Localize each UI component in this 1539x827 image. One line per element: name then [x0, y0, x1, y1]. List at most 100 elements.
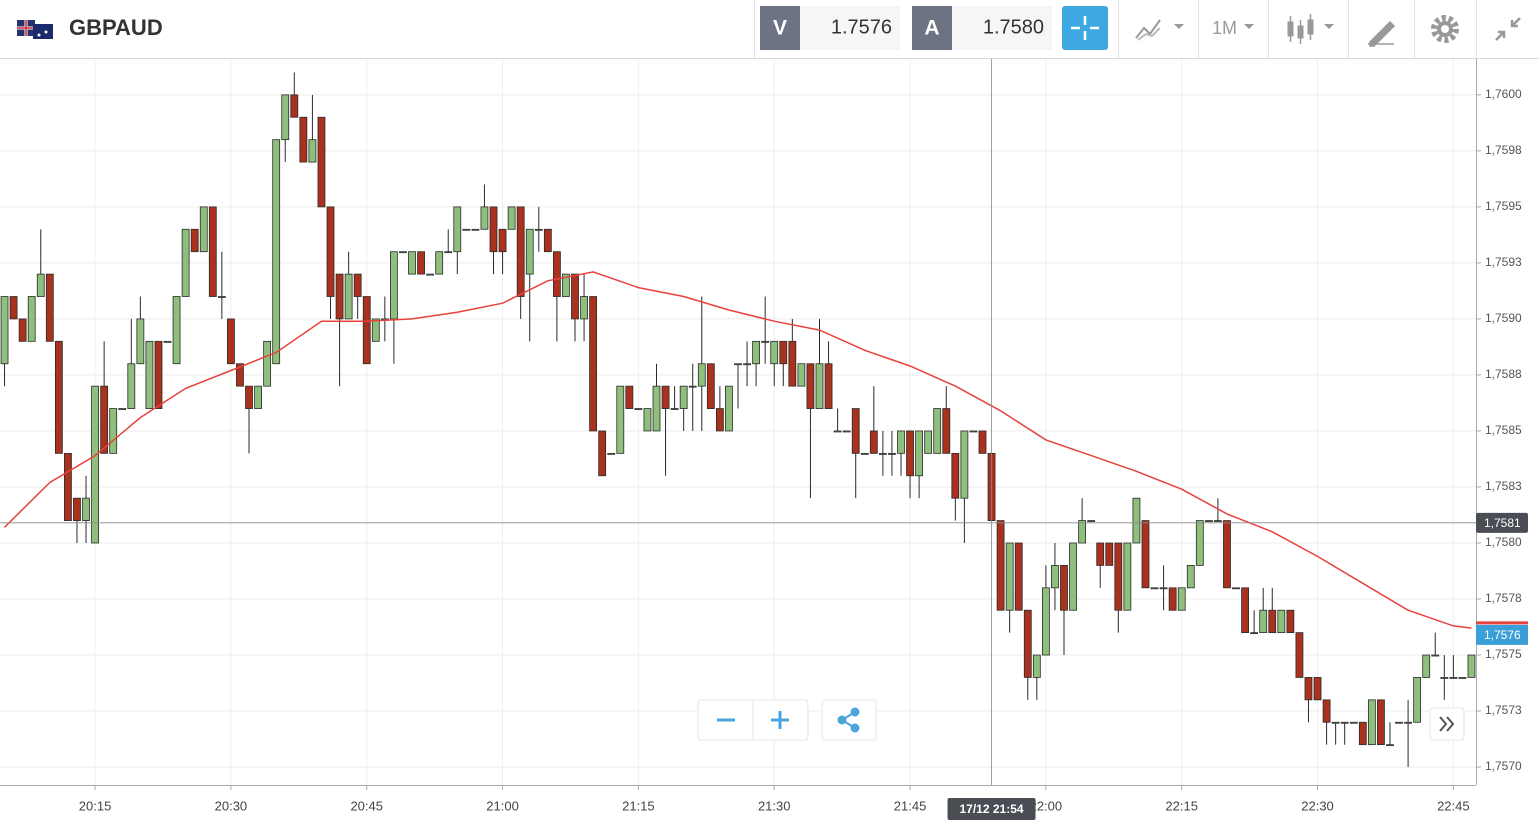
candle-body: [1078, 520, 1086, 544]
candle-body: [109, 408, 118, 454]
candle-body: [1277, 609, 1286, 634]
x-tick-label: 22:45: [1437, 798, 1470, 813]
x-tick-label: 22:30: [1301, 798, 1334, 813]
x-tick-label: 20:45: [350, 798, 383, 813]
y-tick-label: 1,7595: [1485, 199, 1522, 213]
candle-body: [100, 385, 109, 454]
ask-tag: A: [924, 17, 939, 40]
candle-body: [1313, 677, 1322, 701]
candle-body: [516, 206, 525, 297]
candle-body: [580, 296, 588, 320]
candle-body: [960, 430, 969, 499]
candle-body: [679, 385, 688, 409]
candle-body: [842, 430, 851, 433]
candle-body: [888, 452, 896, 455]
candle-body: [18, 318, 27, 342]
candle-body: [480, 206, 489, 230]
indicator-button[interactable]: [1135, 19, 1184, 41]
bid-button[interactable]: [760, 6, 800, 50]
candle-body: [897, 430, 905, 454]
candle-body: [36, 273, 45, 297]
candle-body: [1458, 677, 1467, 679]
candle-body: [344, 273, 353, 320]
candle-body: [1377, 699, 1385, 746]
candle-body: [806, 363, 815, 409]
share-button[interactable]: [821, 699, 877, 741]
candle-body: [770, 340, 779, 365]
candle-body: [534, 228, 543, 231]
candle-body: [362, 296, 371, 365]
candle-body: [743, 363, 751, 366]
candle-body: [616, 385, 625, 454]
candle-body: [725, 385, 733, 432]
candle-body: [1051, 565, 1059, 589]
candle-body: [589, 296, 598, 432]
y-tick-label: 1,7580: [1485, 535, 1522, 549]
candle-body: [1195, 520, 1204, 566]
candle-body: [199, 206, 208, 253]
candle-body: [1395, 721, 1403, 724]
candle-body: [9, 296, 18, 320]
chart-type-button[interactable]: [1287, 14, 1334, 44]
x-tick-label: 21:00: [486, 798, 519, 813]
zoom-controls: [697, 699, 1465, 741]
candle-body: [1232, 587, 1240, 590]
draw-button[interactable]: [1368, 20, 1396, 47]
candle-body: [73, 497, 81, 521]
candle-body: [915, 430, 924, 477]
candle-body: [833, 430, 842, 433]
settings-button[interactable]: [1431, 15, 1459, 43]
candle-body: [1014, 542, 1023, 611]
candle-body: [697, 363, 706, 387]
candle-body: [82, 497, 90, 521]
candle-body: [788, 340, 797, 387]
candle-body: [371, 318, 380, 342]
candle-body: [1440, 677, 1449, 679]
candle-body: [254, 385, 262, 409]
candle-body: [498, 228, 507, 253]
bid-tag: V: [773, 17, 787, 40]
candle-body: [978, 430, 987, 454]
candle-body: [1186, 565, 1195, 589]
candle-body: [1404, 721, 1412, 724]
candle-body: [227, 318, 235, 365]
candle-body: [390, 251, 398, 320]
candle-body: [815, 363, 824, 409]
moving-average-line: [3, 271, 1472, 629]
ask-box: [952, 6, 1052, 50]
zoom-in-button[interactable]: [771, 711, 789, 729]
candle-body: [625, 385, 634, 409]
y-tick-label: 1,7593: [1485, 255, 1522, 269]
candle-body: [1023, 609, 1032, 678]
collapse-button[interactable]: [1495, 17, 1521, 41]
candle-body: [45, 273, 54, 342]
candle-body: [607, 452, 616, 455]
candle-body: [1041, 587, 1050, 656]
candle-body: [1223, 520, 1231, 589]
timeframe[interactable]: 1M: [1212, 18, 1237, 38]
candle-body: [878, 452, 887, 455]
candle-body: [263, 340, 272, 387]
candle-body: [118, 408, 127, 410]
x-tick-label: 22:00: [1030, 798, 1063, 813]
candle-body: [661, 385, 670, 409]
candle-body: [236, 363, 244, 387]
y-tick-label: 1,7598: [1485, 143, 1522, 157]
y-tick-label: 1,7583: [1485, 479, 1522, 493]
candle-body: [1449, 677, 1458, 679]
candle-body: [27, 296, 36, 342]
candle-body: [643, 408, 652, 432]
x-tick-label: 22:15: [1165, 798, 1198, 813]
candle-body: [752, 340, 761, 365]
dropdown-arrow: [1244, 24, 1254, 29]
ask-button[interactable]: [912, 6, 952, 50]
crosshair-price-box: [1476, 512, 1528, 533]
candle-body: [245, 385, 253, 409]
candle-body: [172, 296, 181, 365]
ask-price: 1.7580: [983, 16, 1044, 38]
candle-body: [543, 228, 552, 253]
candle-body: [1331, 721, 1340, 724]
candle-body: [408, 251, 416, 275]
crosshair-button[interactable]: [1062, 6, 1108, 50]
